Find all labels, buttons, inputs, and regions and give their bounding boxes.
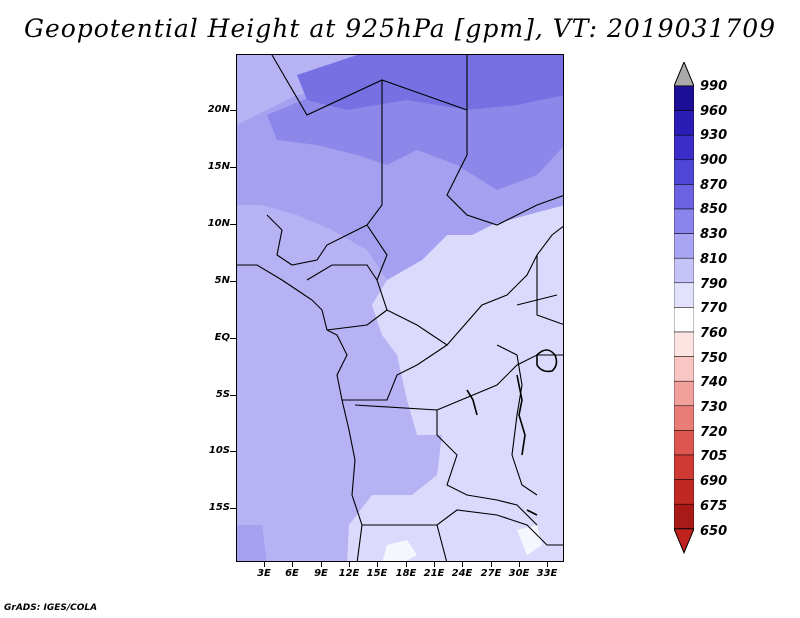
colorbar-label: 750 (700, 351, 728, 366)
colorbar-segment (674, 380, 694, 407)
colorbar-segment (674, 85, 694, 111)
lat-label: 5S (215, 389, 230, 400)
colorbar-segment (674, 307, 694, 333)
lon-tick (491, 562, 492, 567)
lat-tick (230, 338, 236, 339)
lon-label: 21E (423, 568, 445, 579)
height-field (237, 55, 563, 561)
fill-760-770-b (517, 525, 542, 555)
colorbar-segment (674, 257, 694, 284)
colorbar-segment (674, 159, 694, 185)
colorbar (674, 62, 694, 555)
colorbar-segment (674, 479, 694, 505)
colorbar-label: 730 (700, 400, 728, 415)
lon-tick (547, 562, 548, 567)
colorbar-label: 930 (700, 128, 728, 143)
colorbar-label: 760 (700, 326, 728, 341)
lon-label: 30E (508, 568, 530, 579)
lon-tick (292, 562, 293, 567)
colorbar-arrow-bottom (674, 528, 694, 555)
colorbar-segment (674, 503, 694, 530)
fill-760-770 (382, 540, 417, 561)
colorbar-label: 650 (700, 524, 728, 539)
colorbar-segment (674, 233, 694, 259)
fill-770-790 (347, 205, 563, 561)
lat-tick (230, 224, 236, 225)
lat-tick (230, 110, 236, 111)
country-borders (237, 55, 563, 561)
colorbar-segment (674, 134, 694, 161)
lat-tick (230, 281, 236, 282)
lon-tick (264, 562, 265, 567)
colorbar-label: 790 (700, 277, 728, 292)
colorbar-segment (674, 405, 694, 431)
lat-label: 5N (214, 275, 230, 286)
colorbar-segment (674, 208, 694, 234)
lon-tick (377, 562, 378, 567)
map-panel (236, 54, 564, 562)
lat-tick (230, 395, 236, 396)
colorbar-arrow-top (674, 62, 694, 87)
colorbar-label: 830 (700, 227, 728, 242)
lat-label: 10N (207, 218, 230, 229)
colorbar-label: 770 (700, 301, 728, 316)
colorbar-label: 810 (700, 252, 728, 267)
lon-tick (321, 562, 322, 567)
lon-tick (434, 562, 435, 567)
colorbar-label: 850 (700, 202, 728, 217)
colorbar-segment (674, 356, 694, 382)
lat-label: 10S (208, 445, 230, 456)
lat-label: EQ (214, 332, 230, 343)
colorbar-segment (674, 430, 694, 456)
colorbar-label: 720 (700, 425, 728, 440)
lon-label: 18E (395, 568, 417, 579)
fill-850-870 (297, 55, 563, 110)
colorbar-label: 870 (700, 178, 728, 193)
colorbar-segment (674, 331, 694, 357)
lon-tick (349, 562, 350, 567)
lakes (466, 349, 558, 516)
colorbar-label: 705 (700, 449, 728, 464)
fill-sw (237, 525, 267, 561)
colorbar-label: 740 (700, 375, 728, 390)
colorbar-segment (674, 184, 694, 210)
colorbar-label: 960 (700, 104, 728, 119)
credit-label: GrADS: IGES/COLA (4, 603, 98, 613)
colorbar-segment (674, 454, 694, 480)
lat-tick (230, 167, 236, 168)
lon-label: 33E (536, 568, 558, 579)
lat-label: 15N (207, 161, 230, 172)
colorbar-label: 675 (700, 499, 728, 514)
colorbar-label: 690 (700, 474, 728, 489)
lon-tick (406, 562, 407, 567)
lon-tick (462, 562, 463, 567)
lat-label: 20N (207, 104, 230, 115)
lon-label: 6E (285, 568, 299, 579)
lat-tick (230, 451, 236, 452)
colorbar-segment (674, 110, 694, 136)
lon-label: 9E (314, 568, 328, 579)
lon-label: 3E (257, 568, 271, 579)
lon-label: 12E (338, 568, 360, 579)
colorbar-label: 900 (700, 153, 728, 168)
lon-label: 15E (366, 568, 388, 579)
lon-tick (519, 562, 520, 567)
map-title: Geopotential Height at 925hPa [gpm], VT:… (23, 14, 777, 43)
lon-label: 27E (480, 568, 502, 579)
lon-label: 24E (451, 568, 473, 579)
lat-label: 15S (208, 502, 230, 513)
colorbar-segment (674, 282, 694, 308)
colorbar-label: 990 (700, 79, 728, 94)
lat-tick (230, 508, 236, 509)
